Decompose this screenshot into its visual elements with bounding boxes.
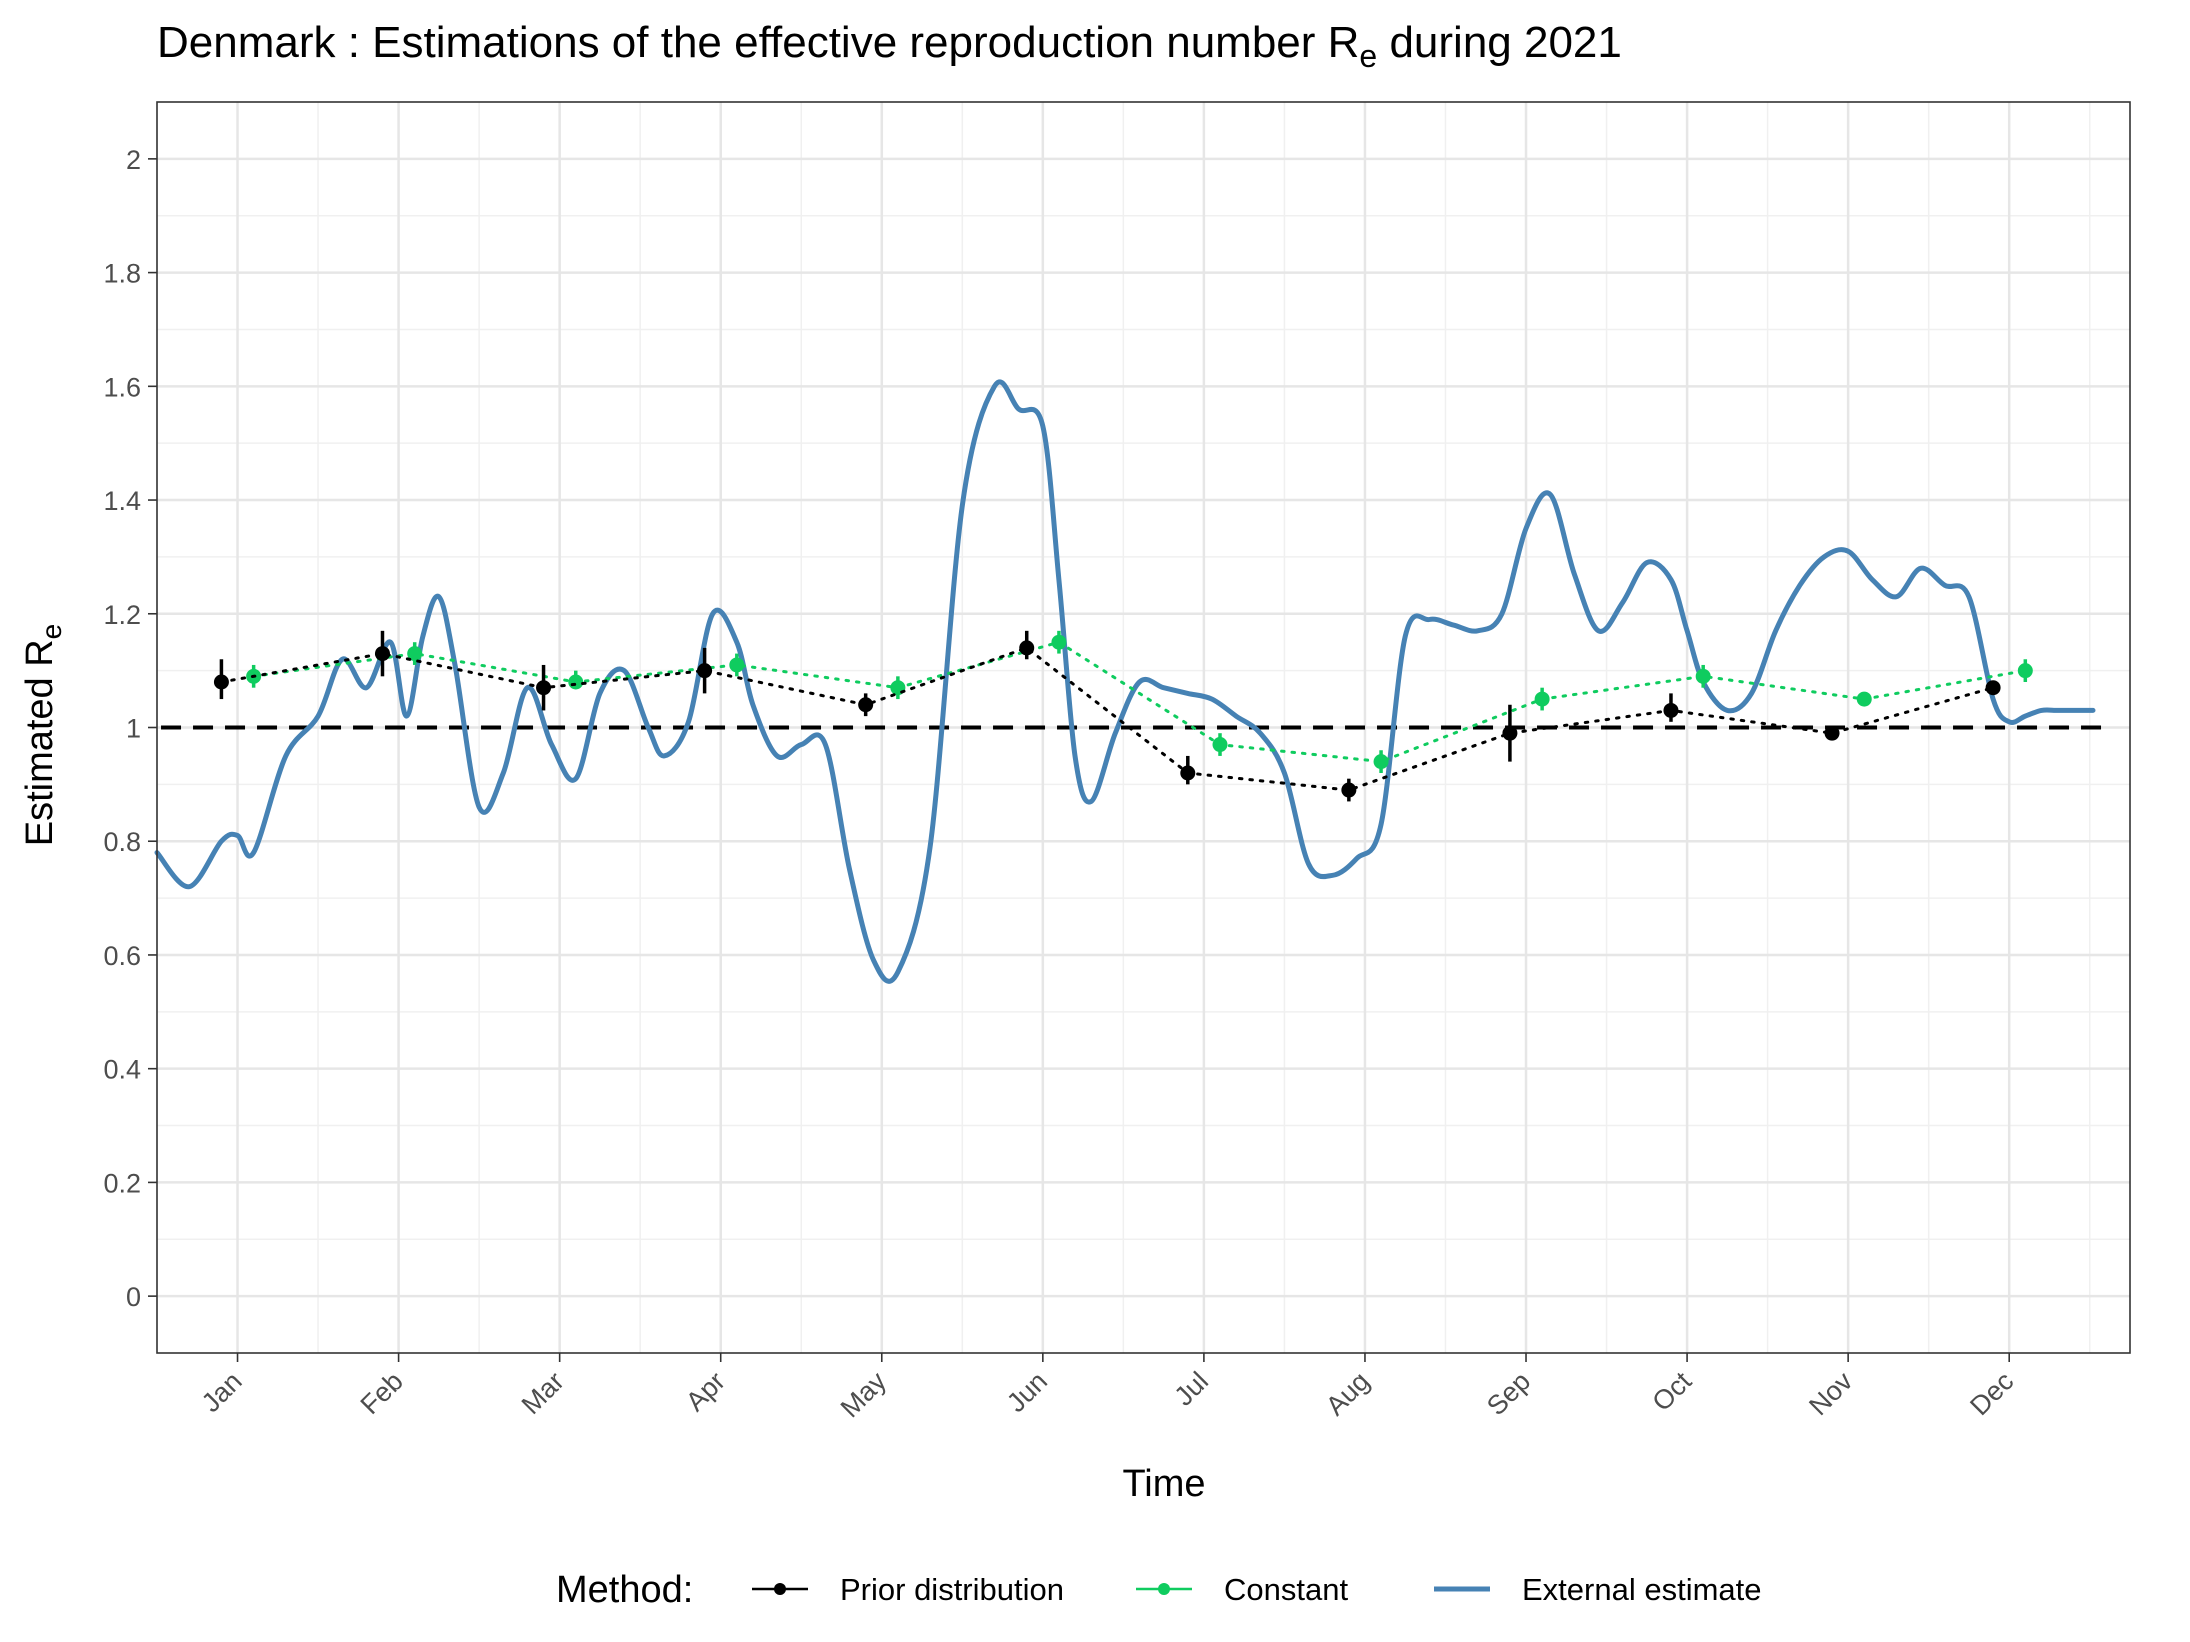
y-tick-label: 1 <box>126 714 141 744</box>
data-point-prior-distribution <box>697 663 713 679</box>
data-point-prior-distribution <box>374 646 390 662</box>
chart-title: Denmark : Estimations of the effective r… <box>157 18 1622 74</box>
x-tick-label: Aug <box>1320 1366 1375 1421</box>
series-line-prior-distribution <box>219 646 1995 792</box>
y-tick-label: 2 <box>126 145 141 175</box>
data-point-prior-distribution <box>536 680 552 696</box>
data-point-constant <box>1856 691 1872 707</box>
data-point-prior-distribution <box>1180 765 1196 781</box>
x-axis-title: Time <box>1122 1463 1205 1505</box>
x-tick-label: Nov <box>1803 1366 1859 1422</box>
data-point-constant <box>2017 663 2033 679</box>
x-tick-label: Sep <box>1481 1366 1536 1421</box>
x-tick-label: May <box>835 1366 893 1424</box>
data-point-constant <box>568 674 584 690</box>
y-tick-label: 0.8 <box>103 827 141 857</box>
x-tick-label: Oct <box>1646 1366 1697 1417</box>
data-point-constant <box>1695 668 1711 684</box>
legend-title: Method: <box>556 1569 693 1611</box>
data-point-constant <box>1373 754 1389 770</box>
data-point-constant <box>1051 634 1067 650</box>
chart-title-main: Denmark : Estimations of the effective r… <box>157 18 1359 67</box>
legend-label-prior: Prior distribution <box>840 1572 1064 1607</box>
y-tick-label: 0.6 <box>103 941 141 971</box>
chart-title-subscript: e <box>1359 38 1377 74</box>
y-tick-label: 1.6 <box>103 372 141 402</box>
x-tick-label: Dec <box>1964 1366 2019 1421</box>
y-tick-label: 0 <box>126 1282 141 1312</box>
data-point-constant <box>729 657 745 673</box>
series-line-constant <box>252 640 2027 764</box>
data-layer <box>154 379 2113 984</box>
legend-key-constant-point <box>1158 1583 1170 1595</box>
x-tick-label: Jun <box>1001 1366 1053 1418</box>
x-tick-label: Jul <box>1169 1366 1215 1412</box>
y-axis-title-subscript: e <box>36 624 67 640</box>
x-tick-label: Feb <box>355 1366 409 1420</box>
data-point-prior-distribution <box>1824 725 1840 741</box>
y-axis-title: Estimated Re <box>19 624 67 847</box>
x-tick-label: Apr <box>680 1366 731 1417</box>
legend-key-prior-point <box>774 1583 786 1595</box>
data-point-prior-distribution <box>213 674 229 690</box>
y-tick-label: 1.8 <box>103 259 141 289</box>
data-point-prior-distribution <box>858 697 874 713</box>
data-point-constant <box>1534 691 1550 707</box>
x-tick-label: Jan <box>196 1366 248 1418</box>
data-point-prior-distribution <box>1341 782 1357 798</box>
legend-label-external: External estimate <box>1522 1572 1762 1607</box>
x-tick-label: Mar <box>516 1366 570 1420</box>
legend-label-constant: Constant <box>1224 1572 1348 1607</box>
y-tick-label: 0.2 <box>103 1168 141 1198</box>
data-point-constant <box>1212 737 1228 753</box>
chart-title-suffix: during 2021 <box>1377 18 1622 67</box>
data-point-prior-distribution <box>1985 680 2001 696</box>
data-point-constant <box>407 646 423 662</box>
data-point-prior-distribution <box>1019 640 1035 656</box>
data-point-prior-distribution <box>1663 702 1679 718</box>
y-tick-label: 1.2 <box>103 600 141 630</box>
series-line-external-estimate <box>154 379 2096 984</box>
data-point-prior-distribution <box>1502 725 1518 741</box>
y-tick-label: 1.4 <box>103 486 141 516</box>
y-axis-title-main: Estimated R <box>19 639 61 846</box>
legend: Method: Prior distribution Constant Exte… <box>556 1569 1762 1611</box>
y-tick-label: 0.4 <box>103 1055 141 1085</box>
